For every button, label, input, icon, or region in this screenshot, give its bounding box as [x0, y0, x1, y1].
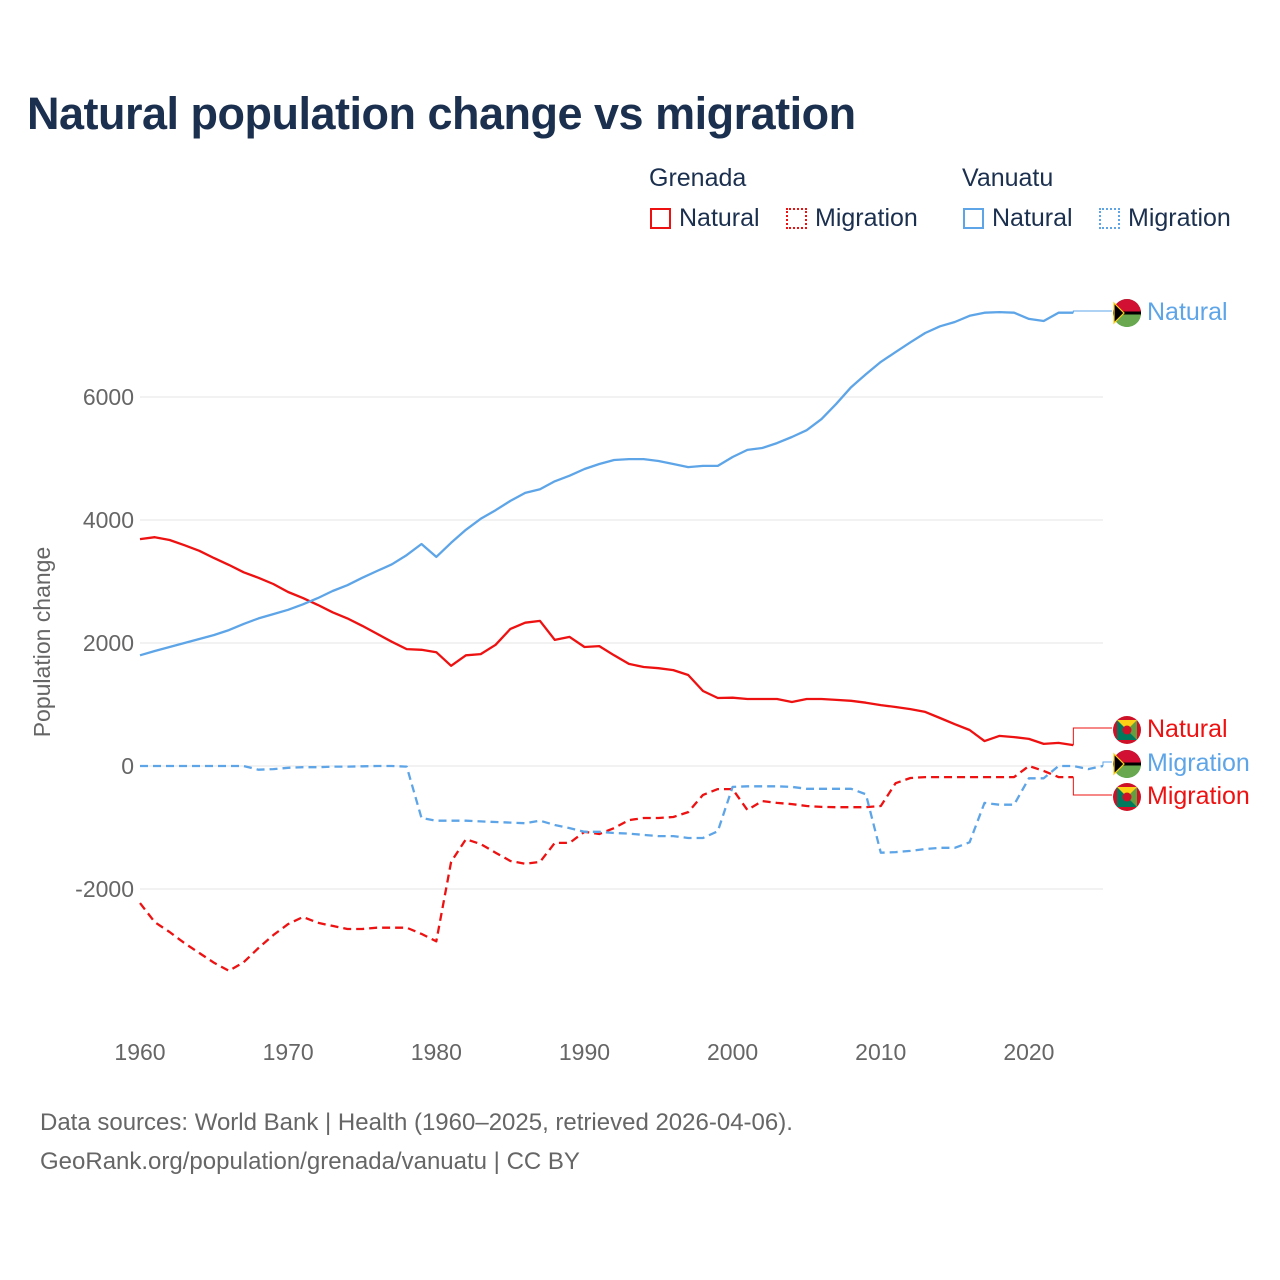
solid-swatch-icon [963, 208, 984, 229]
series-end-label: Natural [1147, 298, 1228, 326]
label-connector [1072, 727, 1112, 746]
legend-grenada-natural[interactable]: Natural [650, 204, 760, 233]
x-tick-label: 1980 [411, 1039, 462, 1065]
flag-triangle [1113, 752, 1125, 776]
flag-center [1122, 725, 1132, 735]
flag-center [1122, 792, 1132, 802]
flag-stripe [1113, 311, 1141, 315]
legend-label: Natural [679, 204, 760, 232]
legend-label: Natural [992, 204, 1073, 232]
chart-title: Natural population change vs migration [27, 88, 856, 139]
dotted-swatch-icon [786, 208, 807, 229]
grenada-flag-icon [1113, 716, 1141, 744]
x-tick-label: 1990 [559, 1039, 610, 1065]
legend-label: Migration [1128, 204, 1231, 232]
series-end-label: Natural [1147, 715, 1228, 743]
label-connector [1102, 761, 1112, 766]
y-tick-label: 2000 [83, 630, 134, 656]
label-connector [1072, 777, 1112, 796]
solid-swatch-icon [650, 208, 671, 229]
y-tick-label: 0 [121, 753, 134, 779]
grenada-flag-icon [1113, 783, 1141, 811]
flag-stripe [1113, 762, 1141, 766]
y-tick-label: 4000 [83, 507, 134, 533]
y-axis-label: Population change [29, 547, 55, 738]
dotted-swatch-icon [1099, 208, 1120, 229]
footer-sources: Data sources: World Bank | Health (1960–… [40, 1109, 793, 1136]
label-connector [1072, 310, 1112, 313]
legend-vanuatu-natural[interactable]: Natural [963, 204, 1073, 233]
series-line-vanuatu-natural [139, 310, 1074, 657]
x-tick-label: 1970 [263, 1039, 314, 1065]
series-end-label: Migration [1147, 749, 1250, 777]
y-tick-label: -2000 [75, 876, 134, 902]
legend-label: Migration [815, 204, 918, 232]
x-tick-label: 2010 [855, 1039, 906, 1065]
x-tick-label: 2000 [707, 1039, 758, 1065]
series-end-label: Migration [1147, 782, 1250, 810]
footer-link[interactable]: GeoRank.org/population/grenada/vanuatu |… [40, 1148, 580, 1175]
series-line-grenada-natural [139, 536, 1074, 747]
legend-group-vanuatu: Vanuatu [962, 164, 1054, 192]
x-tick-label: 2020 [1003, 1039, 1054, 1065]
vanuatu-flag-icon [1113, 750, 1141, 778]
flag-triangle [1113, 301, 1125, 325]
x-tick-label: 1960 [114, 1039, 165, 1065]
legend-vanuatu-migration[interactable]: Migration [1099, 204, 1231, 233]
series-line-grenada-migration [139, 764, 1074, 972]
vanuatu-flag-icon [1113, 299, 1141, 327]
legend-group-grenada: Grenada [649, 164, 747, 192]
y-tick-label: 6000 [83, 384, 134, 410]
legend-grenada-migration[interactable]: Migration [786, 204, 918, 233]
series-line-vanuatu-migration [140, 764, 1104, 854]
